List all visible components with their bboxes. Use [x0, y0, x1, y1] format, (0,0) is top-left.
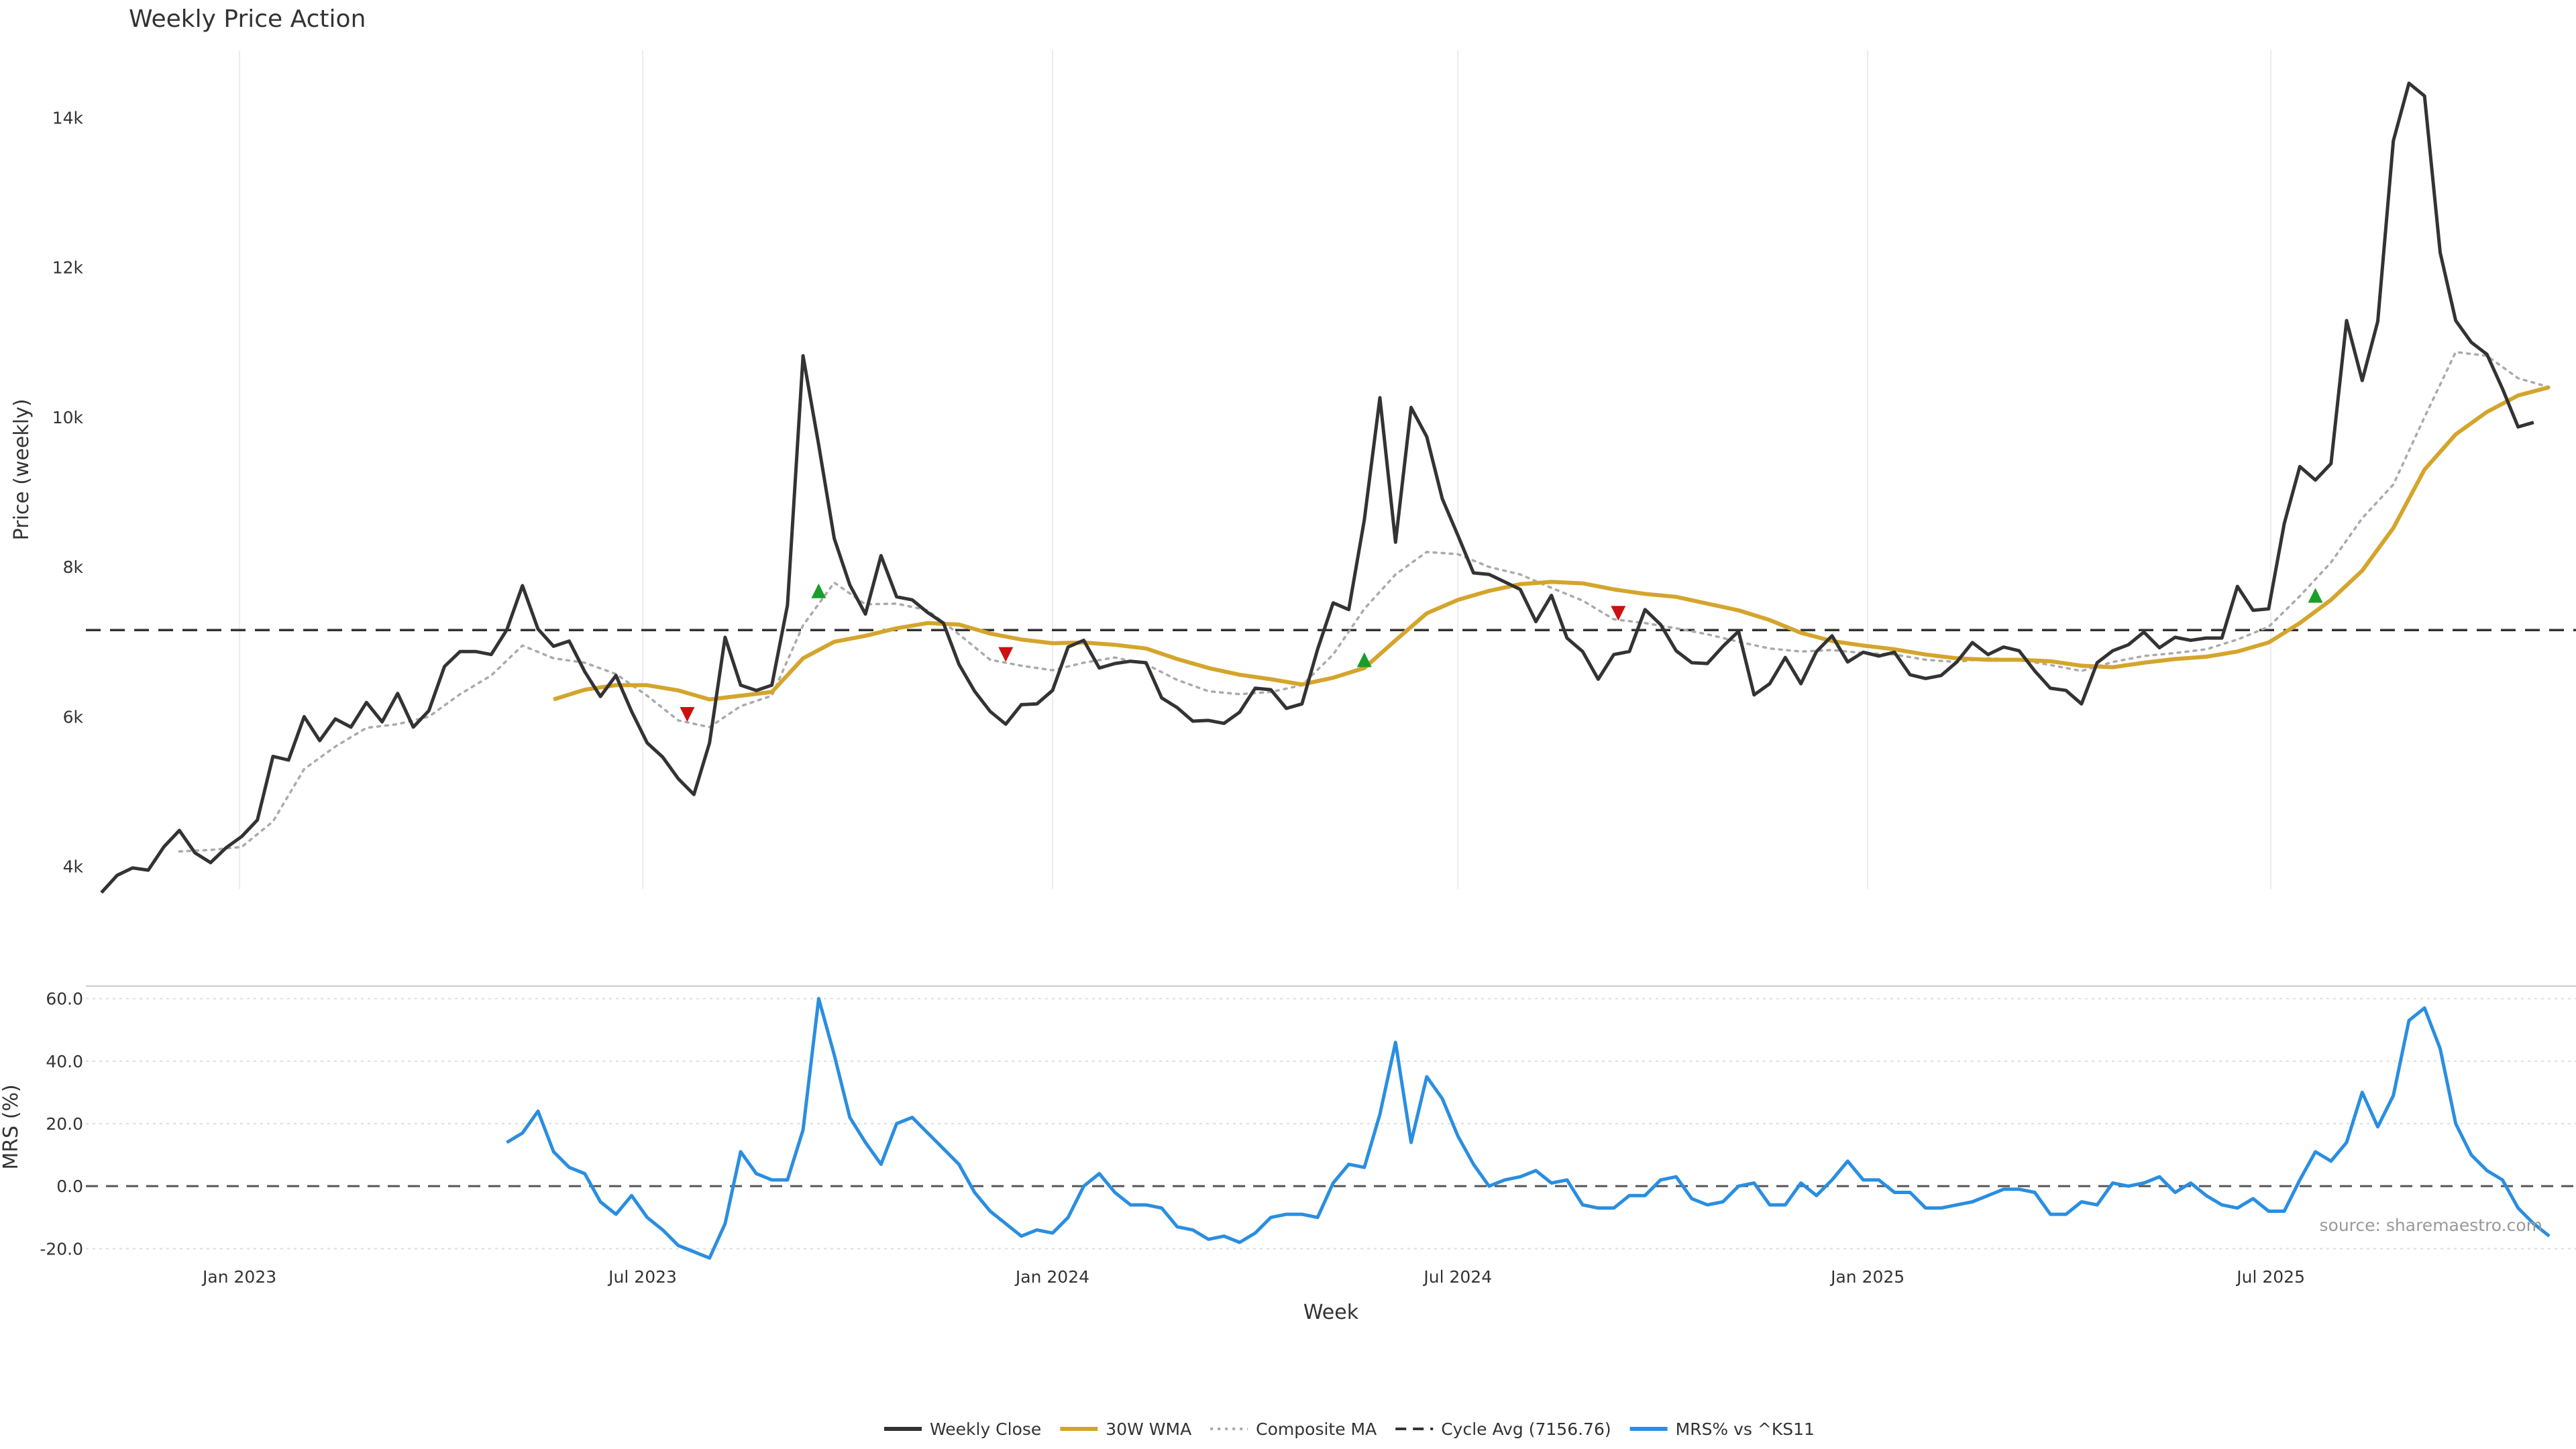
- x-axis-label: Week: [1303, 1301, 1359, 1324]
- legend-label: Cycle Avg (7156.76): [1441, 1419, 1611, 1439]
- price-vertical-gridlines: [239, 50, 2272, 889]
- sell-signal-marker: [998, 647, 1014, 662]
- price-y-axis-label: Price (weekly): [10, 398, 34, 540]
- x-tick-label: Jan 2024: [1014, 1267, 1089, 1287]
- x-tick-label: Jul 2023: [607, 1267, 677, 1287]
- buy-signal-marker: [1356, 652, 1372, 667]
- buy-signal-marker: [811, 583, 826, 598]
- sell-signal-marker: [680, 706, 695, 722]
- buy-signal-marker: [2308, 588, 2323, 603]
- mrs-y-tick-label: -20.0: [40, 1239, 83, 1258]
- mrs-y-tick-label: 60.0: [46, 989, 83, 1009]
- wma-30w-line: [553, 385, 2550, 702]
- sell-signal-marker: [1611, 606, 1626, 621]
- price-y-tick-label: 14k: [52, 108, 84, 127]
- mrs-panel: -20.0 0.0 20.0 40.0 60.0 MRS (%) source: sha…: [0, 985, 2576, 1260]
- x-tick-label: Jul 2025: [2235, 1267, 2305, 1287]
- x-tick-label: Jan 2025: [1829, 1267, 1904, 1287]
- legend-label: Weekly Close: [930, 1419, 1041, 1439]
- mrs-y-tick-label: 40.0: [46, 1052, 83, 1071]
- mrs-y-tick-label: 20.0: [46, 1114, 83, 1134]
- mrs-y-axis-label: MRS (%): [0, 1084, 23, 1169]
- legend-label: MRS% vs ^KS11: [1676, 1419, 1815, 1439]
- price-y-tick-label: 12k: [52, 258, 84, 278]
- legend: Weekly Close 30W WMA Composite MA Cycle Avg…: [884, 1419, 1815, 1439]
- mrs-line: [506, 997, 2551, 1260]
- composite-ma-line: [178, 350, 2551, 853]
- chart-title: Weekly Price Action: [129, 5, 366, 33]
- price-y-tick-label: 6k: [63, 707, 84, 727]
- x-tick-label: Jan 2023: [201, 1267, 276, 1287]
- price-y-tick-label: 4k: [63, 857, 84, 877]
- mrs-y-tick-labels: -20.0 0.0 20.0 40.0 60.0: [40, 989, 83, 1259]
- legend-label: 30W WMA: [1106, 1419, 1191, 1439]
- signal-markers: [680, 583, 2323, 722]
- source-credit: source: sharemaestro.com: [2320, 1216, 2543, 1235]
- price-y-tick-label: 8k: [63, 557, 84, 577]
- mrs-horizontal-gridlines: [86, 998, 2576, 1250]
- x-tick-label: Jul 2024: [1422, 1267, 1492, 1287]
- x-tick-labels: Jan 2023 Jul 2023 Jan 2024 Jul 2024 Jan 2025…: [201, 1267, 2305, 1287]
- price-y-tick-label: 10k: [52, 408, 84, 427]
- weekly-close-line: [100, 81, 2534, 894]
- price-panel: 4k 6k 8k 10k 12k 14k Price (weekly): [10, 50, 2576, 894]
- legend-label: Composite MA: [1256, 1419, 1377, 1439]
- price-y-tick-labels: 4k 6k 8k 10k 12k 14k: [52, 108, 84, 876]
- mrs-y-tick-label: 0.0: [56, 1177, 83, 1196]
